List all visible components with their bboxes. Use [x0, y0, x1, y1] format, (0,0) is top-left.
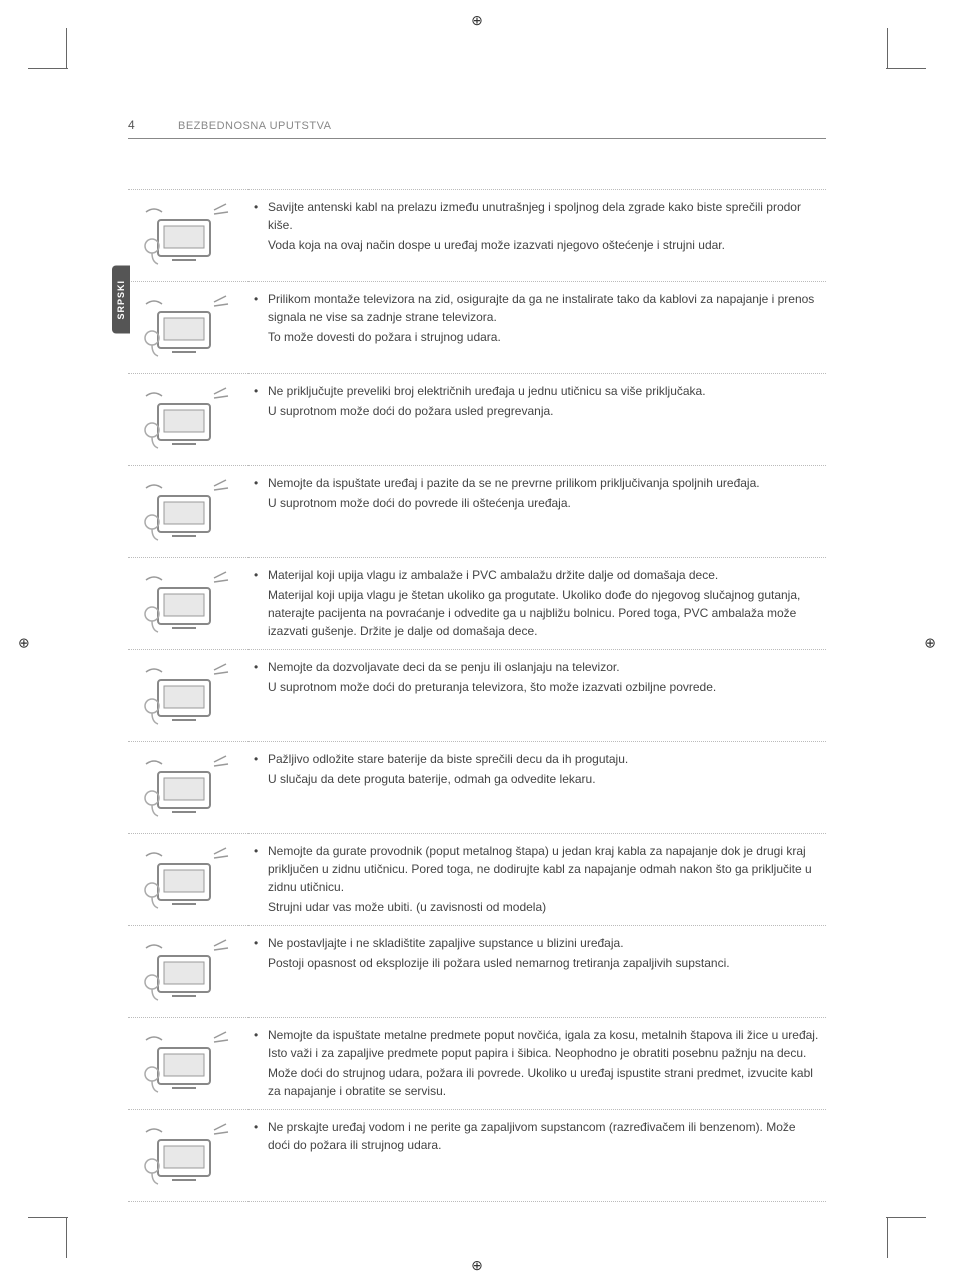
illustration-cell: [128, 374, 248, 466]
registration-mark-icon: ⊕: [471, 12, 483, 29]
safety-illustration-icon: [138, 842, 238, 912]
instruction-cell: •Nemojte da ispuštate metalne predmete p…: [248, 1018, 826, 1110]
illustration-cell: [128, 558, 248, 650]
instruction-sub: U suprotnom može doći do preturanja tele…: [254, 678, 820, 696]
illustration-cell: [128, 650, 248, 742]
illustration-cell: [128, 926, 248, 1018]
table-row: •Ne priključujte preveliki broj električ…: [128, 374, 826, 466]
bullet-icon: •: [254, 198, 268, 234]
page-number: 4: [128, 118, 178, 132]
table-row: •Nemojte da dozvoljavate deci da se penj…: [128, 650, 826, 742]
safety-illustration-icon: [138, 290, 238, 360]
table-row: •Savijte antenski kabl na prelazu između…: [128, 190, 826, 282]
table-row: •Ne prskajte uređaj vodom i ne perite ga…: [128, 1110, 826, 1202]
header-title: BEZBEDNOSNA UPUTSTVA: [178, 120, 331, 132]
instruction-cell: •Nemojte da dozvoljavate deci da se penj…: [248, 650, 826, 742]
bullet-icon: •: [254, 658, 268, 676]
registration-mark-icon: ⊕: [471, 1257, 483, 1274]
crop-mark: [886, 68, 926, 69]
instruction-main: Pažljivo odložite stare baterije da bist…: [268, 750, 820, 768]
language-tab: SRPSKI: [112, 266, 130, 334]
bullet-icon: •: [254, 934, 268, 952]
instruction-main: Ne postavljajte i ne skladištite zapalji…: [268, 934, 820, 952]
instruction-sub: Strujni udar vas može ubiti. (u zavisnos…: [254, 898, 820, 916]
instruction-cell: •Nemojte da gurate provodnik (poput meta…: [248, 834, 826, 926]
table-row: •Nemojte da ispuštate metalne predmete p…: [128, 1018, 826, 1110]
instruction-cell: •Prilikom montaže televizora na zid, osi…: [248, 282, 826, 374]
safety-illustration-icon: [138, 566, 238, 636]
page-content: SRPSKI 4 BEZBEDNOSNA UPUTSTVA •Savijte a…: [68, 68, 886, 1218]
instruction-main: Materijal koji upija vlagu iz ambalaže i…: [268, 566, 820, 584]
bullet-icon: •: [254, 1118, 268, 1154]
crop-mark: [28, 68, 68, 69]
crop-mark: [886, 1217, 926, 1218]
bullet-icon: •: [254, 382, 268, 400]
crop-mark: [887, 28, 888, 68]
illustration-cell: [128, 834, 248, 926]
registration-mark-icon: ⊕: [18, 635, 30, 652]
instruction-cell: •Ne postavljajte i ne skladištite zapalj…: [248, 926, 826, 1018]
safety-illustration-icon: [138, 750, 238, 820]
crop-mark: [887, 1218, 888, 1258]
illustration-cell: [128, 466, 248, 558]
instruction-main: Nemojte da ispuštate uređaj i pazite da …: [268, 474, 820, 492]
table-row: •Ne postavljajte i ne skladištite zapalj…: [128, 926, 826, 1018]
instruction-sub: U slučaju da dete proguta baterije, odma…: [254, 770, 820, 788]
safety-illustration-icon: [138, 1118, 238, 1188]
illustration-cell: [128, 742, 248, 834]
instruction-sub: Može doći do strujnog udara, požara ili …: [254, 1064, 820, 1100]
crop-mark: [66, 1218, 67, 1258]
illustration-cell: [128, 1110, 248, 1202]
safety-illustration-icon: [138, 934, 238, 1004]
instruction-cell: •Ne prskajte uređaj vodom i ne perite ga…: [248, 1110, 826, 1202]
bullet-icon: •: [254, 290, 268, 326]
table-row: •Materijal koji upija vlagu iz ambalaže …: [128, 558, 826, 650]
illustration-cell: [128, 282, 248, 374]
safety-table: •Savijte antenski kabl na prelazu između…: [128, 189, 826, 1202]
instruction-cell: •Pažljivo odložite stare baterije da bis…: [248, 742, 826, 834]
instruction-sub: Postoji opasnost od eksplozije ili požar…: [254, 954, 820, 972]
illustration-cell: [128, 190, 248, 282]
instruction-main: Nemojte da dozvoljavate deci da se penju…: [268, 658, 820, 676]
instruction-main: Ne priključujte preveliki broj električn…: [268, 382, 820, 400]
page-header: 4 BEZBEDNOSNA UPUTSTVA: [128, 118, 826, 139]
instruction-sub: Materijal koji upija vlagu je štetan uko…: [254, 586, 820, 640]
table-row: •Prilikom montaže televizora na zid, osi…: [128, 282, 826, 374]
instruction-sub: Voda koja na ovaj način dospe u uređaj m…: [254, 236, 820, 254]
instruction-main: Savijte antenski kabl na prelazu između …: [268, 198, 820, 234]
instruction-sub: U suprotnom može doći do povrede ili ošt…: [254, 494, 820, 512]
instruction-sub: To može dovesti do požara i strujnog uda…: [254, 328, 820, 346]
bullet-icon: •: [254, 750, 268, 768]
instruction-cell: •Materijal koji upija vlagu iz ambalaže …: [248, 558, 826, 650]
table-row: •Pažljivo odložite stare baterije da bis…: [128, 742, 826, 834]
instruction-cell: •Ne priključujte preveliki broj električ…: [248, 374, 826, 466]
registration-mark-icon: ⊕: [924, 635, 936, 652]
safety-illustration-icon: [138, 198, 238, 268]
bullet-icon: •: [254, 842, 268, 896]
safety-illustration-icon: [138, 658, 238, 728]
instruction-main: Nemojte da ispuštate metalne predmete po…: [268, 1026, 820, 1062]
bullet-icon: •: [254, 1026, 268, 1062]
bullet-icon: •: [254, 566, 268, 584]
instruction-sub: U suprotnom može doći do požara usled pr…: [254, 402, 820, 420]
safety-illustration-icon: [138, 1026, 238, 1096]
bullet-icon: •: [254, 474, 268, 492]
safety-illustration-icon: [138, 382, 238, 452]
instruction-main: Ne prskajte uređaj vodom i ne perite ga …: [268, 1118, 820, 1154]
table-row: •Nemojte da gurate provodnik (poput meta…: [128, 834, 826, 926]
safety-illustration-icon: [138, 474, 238, 544]
illustration-cell: [128, 1018, 248, 1110]
instruction-cell: •Savijte antenski kabl na prelazu između…: [248, 190, 826, 282]
instruction-cell: •Nemojte da ispuštate uređaj i pazite da…: [248, 466, 826, 558]
instruction-main: Prilikom montaže televizora na zid, osig…: [268, 290, 820, 326]
instruction-main: Nemojte da gurate provodnik (poput metal…: [268, 842, 820, 896]
table-row: •Nemojte da ispuštate uređaj i pazite da…: [128, 466, 826, 558]
crop-mark: [28, 1217, 68, 1218]
crop-mark: [66, 28, 67, 68]
